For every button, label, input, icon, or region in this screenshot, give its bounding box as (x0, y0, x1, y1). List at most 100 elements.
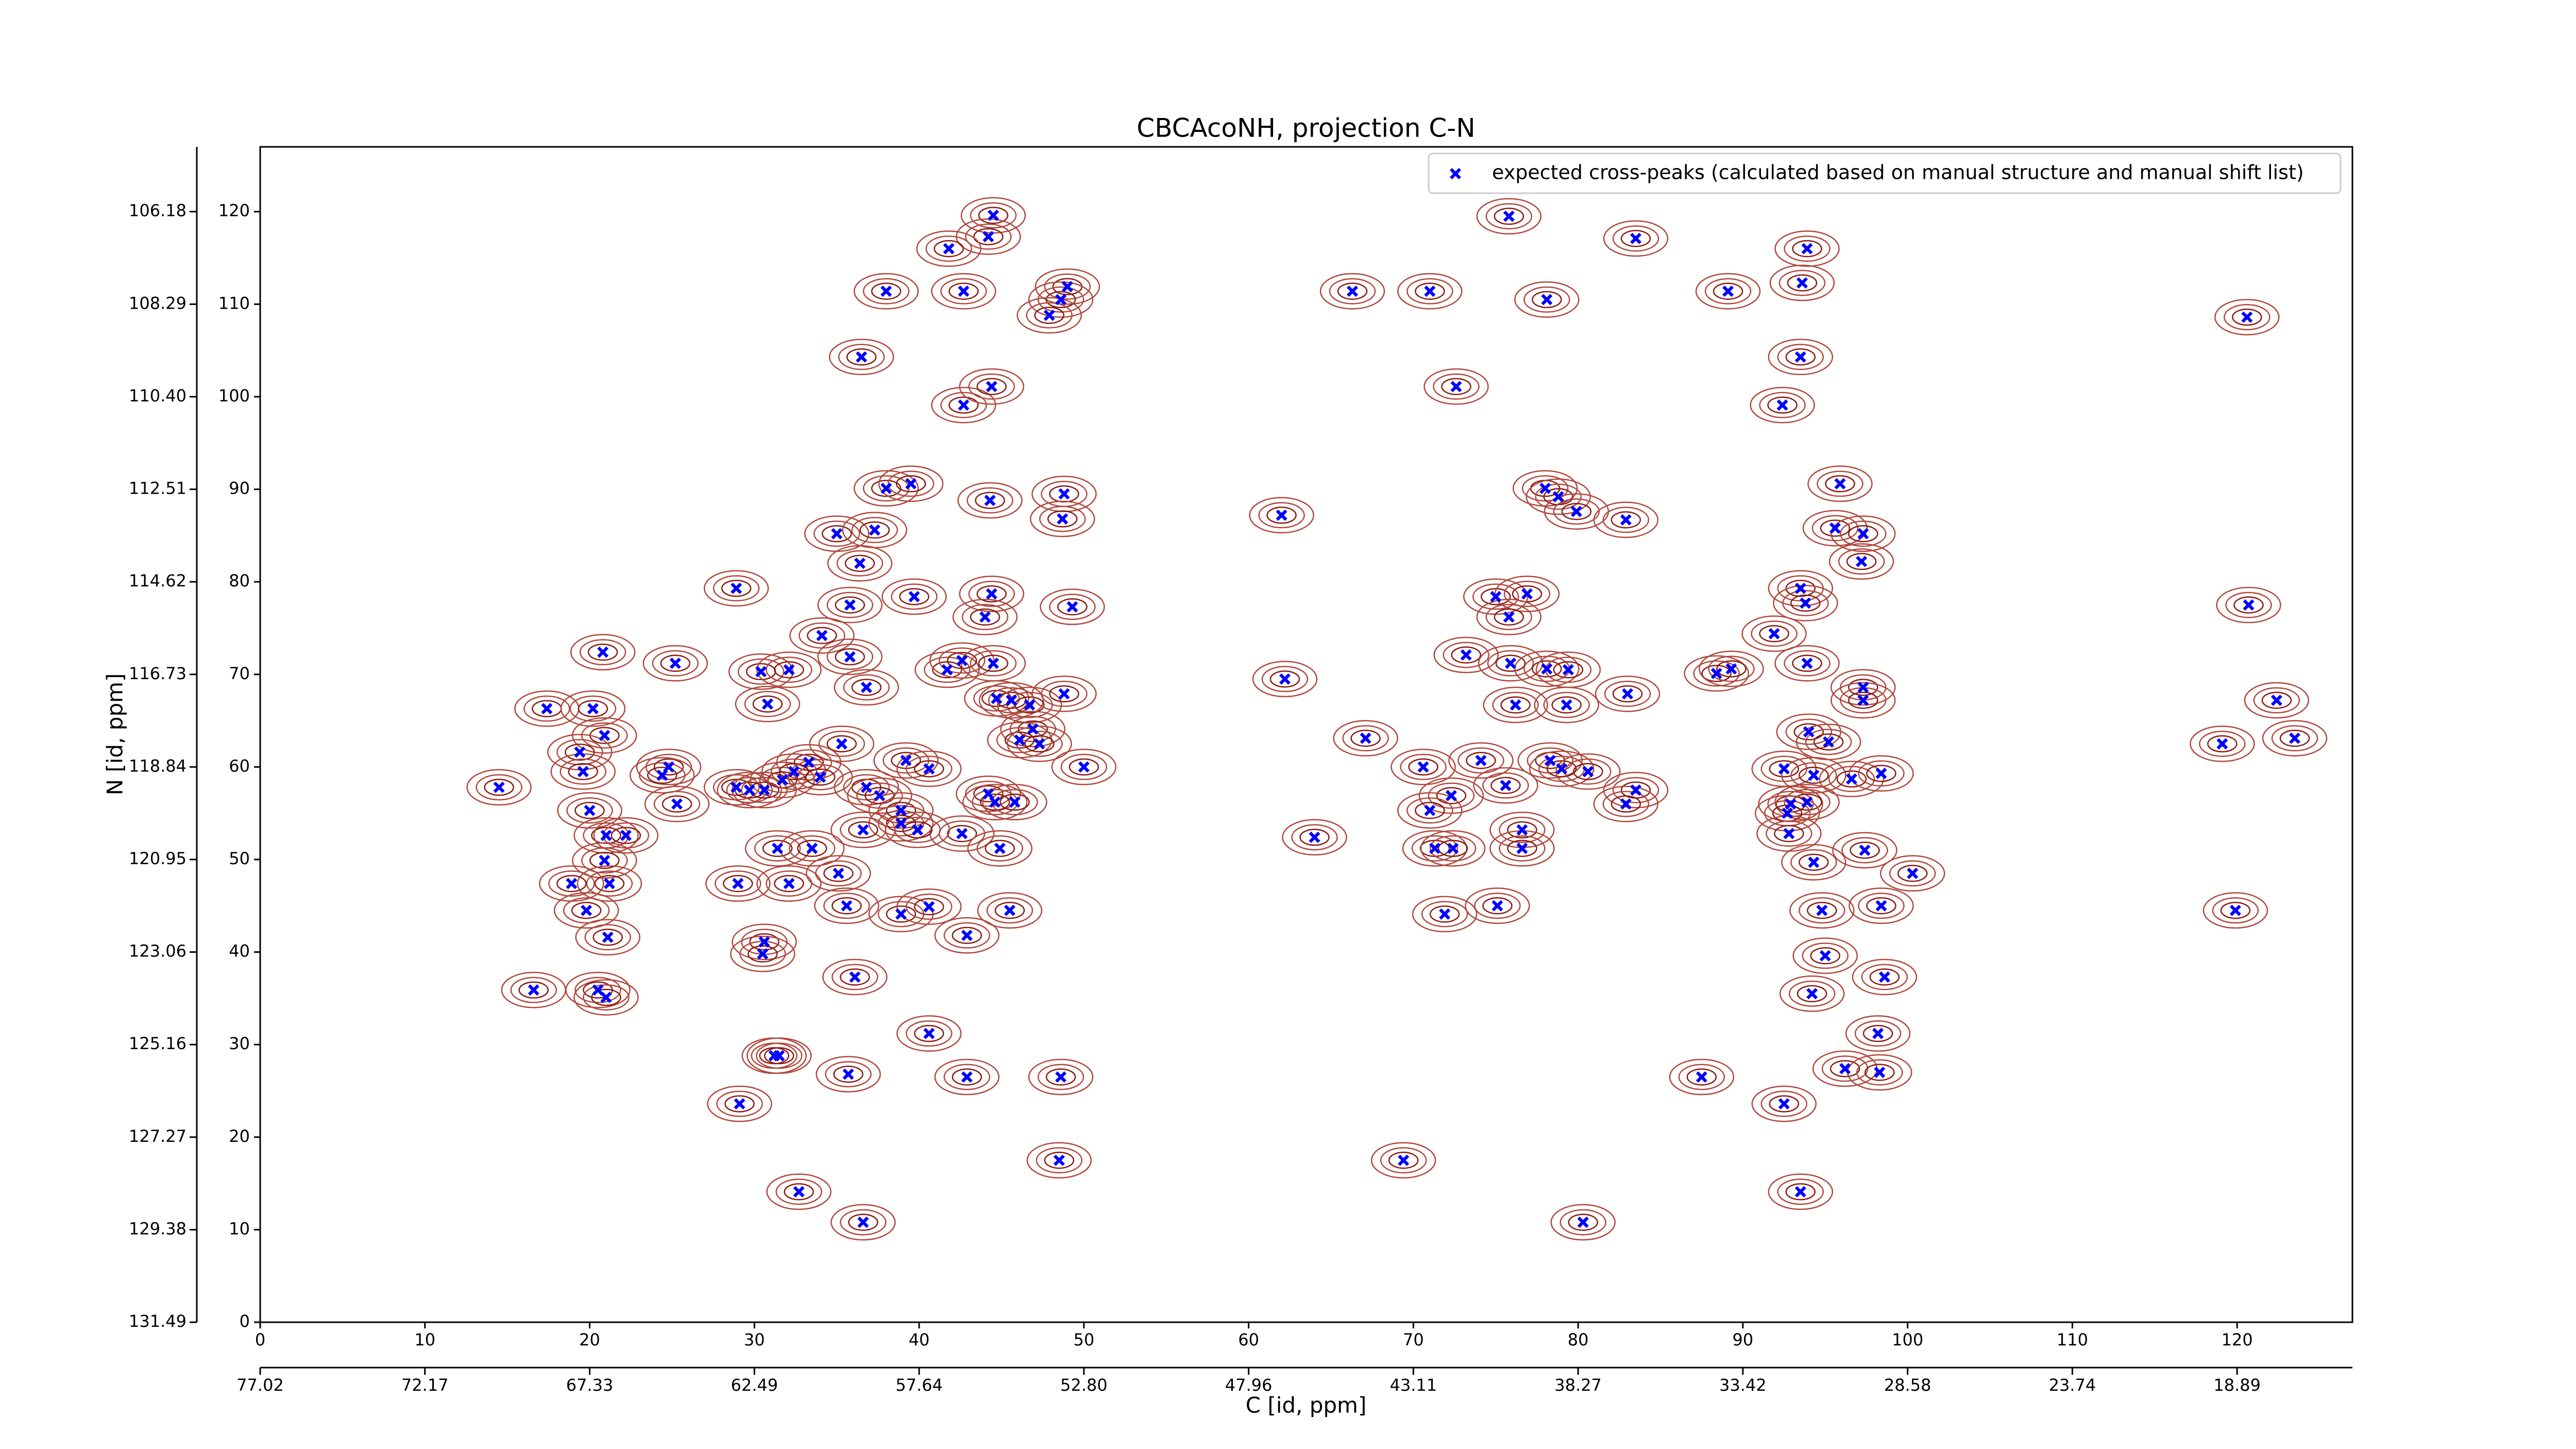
contour (1787, 274, 1818, 292)
contour (1573, 763, 1603, 780)
contour (1831, 515, 1896, 552)
peak-marker (2243, 599, 2255, 611)
contour (556, 739, 603, 766)
contour (1785, 1183, 1816, 1201)
contour (518, 981, 549, 999)
contour (976, 585, 1007, 603)
contour (948, 282, 979, 300)
y-tick-label: 50 (229, 849, 250, 868)
contour (896, 888, 962, 925)
contour (752, 695, 783, 713)
contour (766, 656, 812, 683)
contour (1500, 696, 1531, 714)
peak-marker (854, 558, 866, 569)
peak-marker (1541, 663, 1553, 675)
contour (814, 887, 879, 924)
contour (1603, 220, 1669, 257)
contour (825, 1061, 872, 1088)
contour (806, 855, 871, 892)
contour (1774, 825, 1804, 843)
contour (934, 240, 964, 258)
contour (1391, 749, 1456, 785)
contour (878, 465, 944, 502)
contour (1848, 679, 1878, 696)
contour (1269, 670, 1300, 688)
peak-marker (599, 854, 611, 866)
peak-marker (620, 830, 632, 841)
contour (924, 656, 971, 683)
peak-marker (1445, 790, 1457, 802)
peak-marker (1024, 699, 1036, 711)
peak-marker (758, 936, 770, 948)
contour (895, 475, 926, 493)
peak-marker (1808, 856, 1820, 868)
contour (1797, 985, 1827, 1003)
contour (1418, 777, 1484, 814)
contour (1408, 758, 1438, 776)
contour (1848, 692, 1878, 709)
contour (1448, 742, 1514, 779)
contour (1044, 1152, 1075, 1169)
contour (1779, 975, 1845, 1012)
y2-tick-label: 127.27 (129, 1126, 187, 1146)
contour (902, 821, 933, 839)
legend: expected cross-peaks (calculated based o… (1428, 153, 2342, 194)
peak-marker (1801, 796, 1813, 808)
peak-marker (1544, 754, 1556, 766)
peak-marker (1622, 688, 1634, 700)
contour (805, 768, 836, 786)
peak-marker (1027, 723, 1039, 735)
contour (1478, 645, 1544, 682)
contour (1342, 725, 1389, 752)
contour (943, 1064, 991, 1090)
peak-marker (1582, 766, 1594, 778)
contour (1252, 661, 1318, 698)
contour (1854, 1020, 1902, 1047)
contour-layer (466, 197, 2328, 1241)
contour (1551, 696, 1582, 714)
contour (1807, 902, 1837, 919)
contour (1319, 273, 1385, 310)
y-tick-label: 60 (229, 756, 250, 776)
peak-marker (1004, 904, 1015, 916)
contour (1388, 1152, 1419, 1169)
peak-marker (1061, 281, 1073, 293)
contour (578, 700, 608, 717)
peak-marker (1778, 1098, 1790, 1110)
contour (1507, 821, 1537, 839)
contour (1034, 307, 1064, 324)
contour (823, 892, 870, 919)
contour (717, 771, 782, 808)
x2-tick-label: 47.96 (1225, 1375, 1273, 1395)
contour (766, 1173, 832, 1210)
contour (968, 373, 1015, 400)
contour (653, 758, 684, 776)
peak-marker (856, 351, 868, 363)
peak-marker (842, 1068, 854, 1080)
contour (1848, 525, 1878, 543)
contour (1602, 790, 1650, 817)
peak-marker (1630, 784, 1642, 796)
contour (946, 825, 977, 843)
contour (2244, 682, 2310, 719)
x2-tick-label: 28.58 (1884, 1375, 1931, 1395)
contour (1769, 760, 1800, 778)
x-tick-label: 20 (579, 1330, 600, 1350)
contour (1869, 968, 1900, 986)
contour (748, 945, 778, 963)
contour (1560, 1209, 1606, 1236)
peak-marker (1570, 506, 1582, 517)
contour (571, 902, 602, 919)
contour (823, 865, 854, 882)
peak-marker (1907, 867, 1919, 879)
peak-marker (982, 788, 994, 800)
contour (997, 686, 1062, 723)
contour (977, 892, 1043, 929)
contour (716, 1090, 763, 1117)
contour (886, 905, 917, 923)
contour (2261, 692, 2292, 709)
peak-marker (1710, 667, 1722, 679)
peak-marker (1347, 285, 1359, 297)
contour (959, 368, 1025, 405)
contour (1406, 278, 1453, 305)
